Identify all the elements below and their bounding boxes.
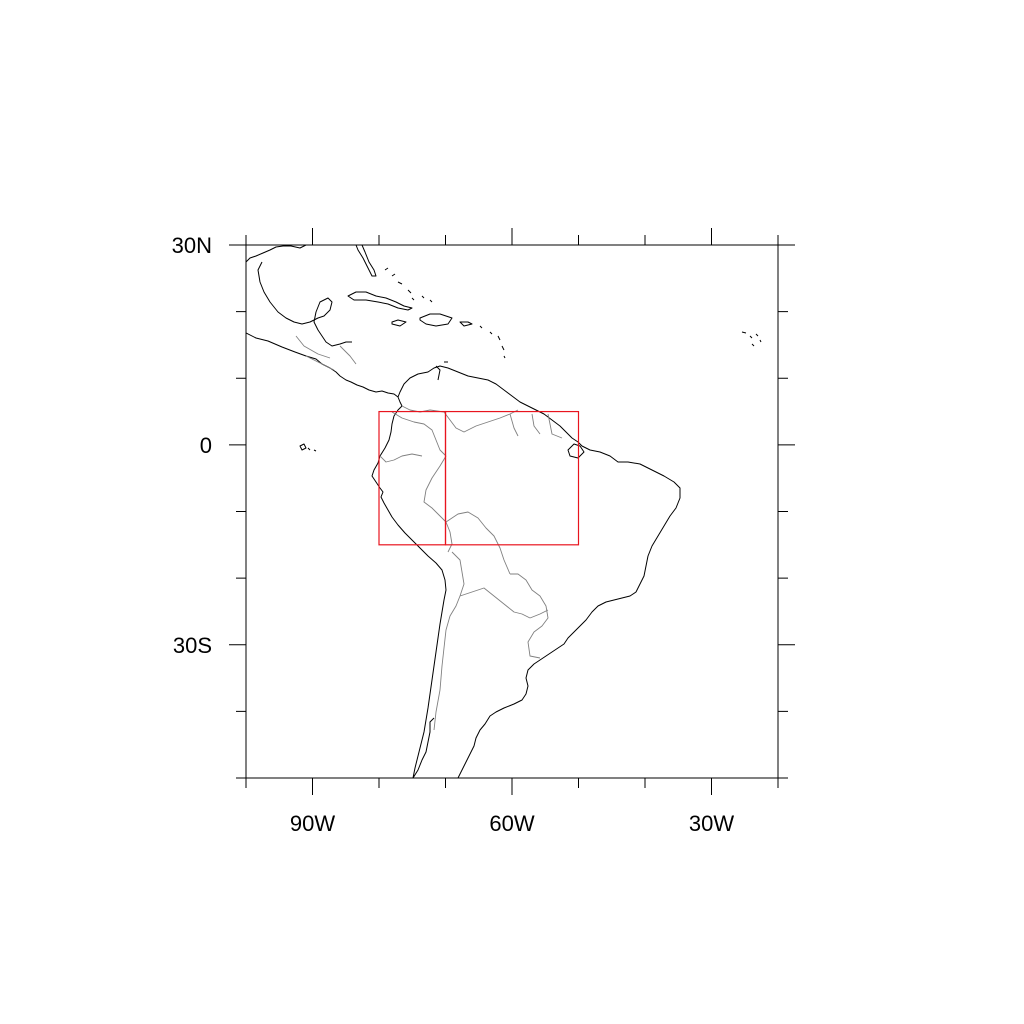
coastline-caribbean-islands bbox=[347, 267, 506, 381]
country-borders bbox=[295, 335, 563, 731]
coastline-amazon-mouth bbox=[567, 443, 585, 459]
east-box bbox=[444, 410, 580, 546]
x-tick-label: 90W bbox=[290, 811, 335, 836]
coastline-galapagos bbox=[299, 443, 317, 452]
y-tick-label: 30S bbox=[173, 633, 212, 658]
axis-labels: 90W 60W 30W 30N 0 30S bbox=[172, 233, 735, 836]
west-box bbox=[378, 410, 447, 546]
y-tick-label: 0 bbox=[200, 433, 212, 458]
axis-ticks bbox=[229, 228, 795, 795]
map-frame bbox=[245, 244, 779, 779]
y-tick-label: 30N bbox=[172, 233, 212, 258]
coastline-atlantic-islands bbox=[741, 331, 762, 347]
x-tick-label: 60W bbox=[489, 811, 534, 836]
coastline-mexico-gulf bbox=[257, 261, 352, 347]
x-tick-label: 30W bbox=[689, 811, 734, 836]
coastline-americas bbox=[246, 245, 681, 778]
region-boxes bbox=[378, 410, 580, 546]
map-area bbox=[246, 245, 762, 778]
